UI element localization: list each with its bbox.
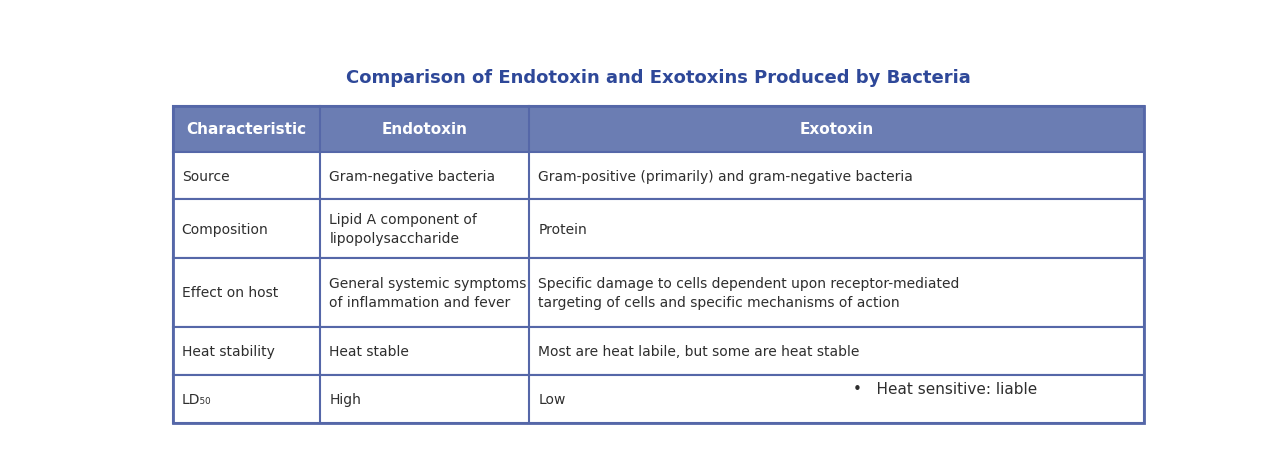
Text: Protein: Protein bbox=[539, 222, 586, 236]
Bar bbox=[172, 152, 1145, 200]
Text: High: High bbox=[329, 392, 361, 406]
Text: Specific damage to cells dependent upon receptor-mediated
targeting of cells and: Specific damage to cells dependent upon … bbox=[539, 276, 959, 309]
Text: LD₅₀: LD₅₀ bbox=[181, 392, 211, 406]
Bar bbox=[172, 258, 1145, 327]
Text: Source: Source bbox=[181, 169, 229, 183]
Text: General systemic symptoms
of inflammation and fever: General systemic symptoms of inflammatio… bbox=[329, 276, 527, 309]
Text: Most are heat labile, but some are heat stable: Most are heat labile, but some are heat … bbox=[539, 344, 859, 358]
Text: Endotoxin: Endotoxin bbox=[382, 122, 468, 137]
Text: Heat stable: Heat stable bbox=[329, 344, 409, 358]
Bar bbox=[172, 106, 1145, 152]
Bar bbox=[172, 200, 1145, 258]
Text: Exotoxin: Exotoxin bbox=[800, 122, 874, 137]
Text: Composition: Composition bbox=[181, 222, 269, 236]
Text: Lipid A component of
lipopolysaccharide: Lipid A component of lipopolysaccharide bbox=[329, 213, 477, 246]
Bar bbox=[172, 327, 1145, 375]
Text: Low: Low bbox=[539, 392, 566, 406]
Bar bbox=[172, 375, 1145, 423]
Text: Heat stability: Heat stability bbox=[181, 344, 274, 358]
Text: •   Heat sensitive: liable: • Heat sensitive: liable bbox=[854, 381, 1038, 397]
Bar bbox=[172, 106, 1145, 423]
Text: Gram-negative bacteria: Gram-negative bacteria bbox=[329, 169, 495, 183]
Text: Effect on host: Effect on host bbox=[181, 286, 278, 300]
Text: Comparison of Endotoxin and Exotoxins Produced by Bacteria: Comparison of Endotoxin and Exotoxins Pr… bbox=[346, 69, 971, 87]
Text: Gram-positive (primarily) and gram-negative bacteria: Gram-positive (primarily) and gram-negat… bbox=[539, 169, 913, 183]
Text: Characteristic: Characteristic bbox=[186, 122, 306, 137]
